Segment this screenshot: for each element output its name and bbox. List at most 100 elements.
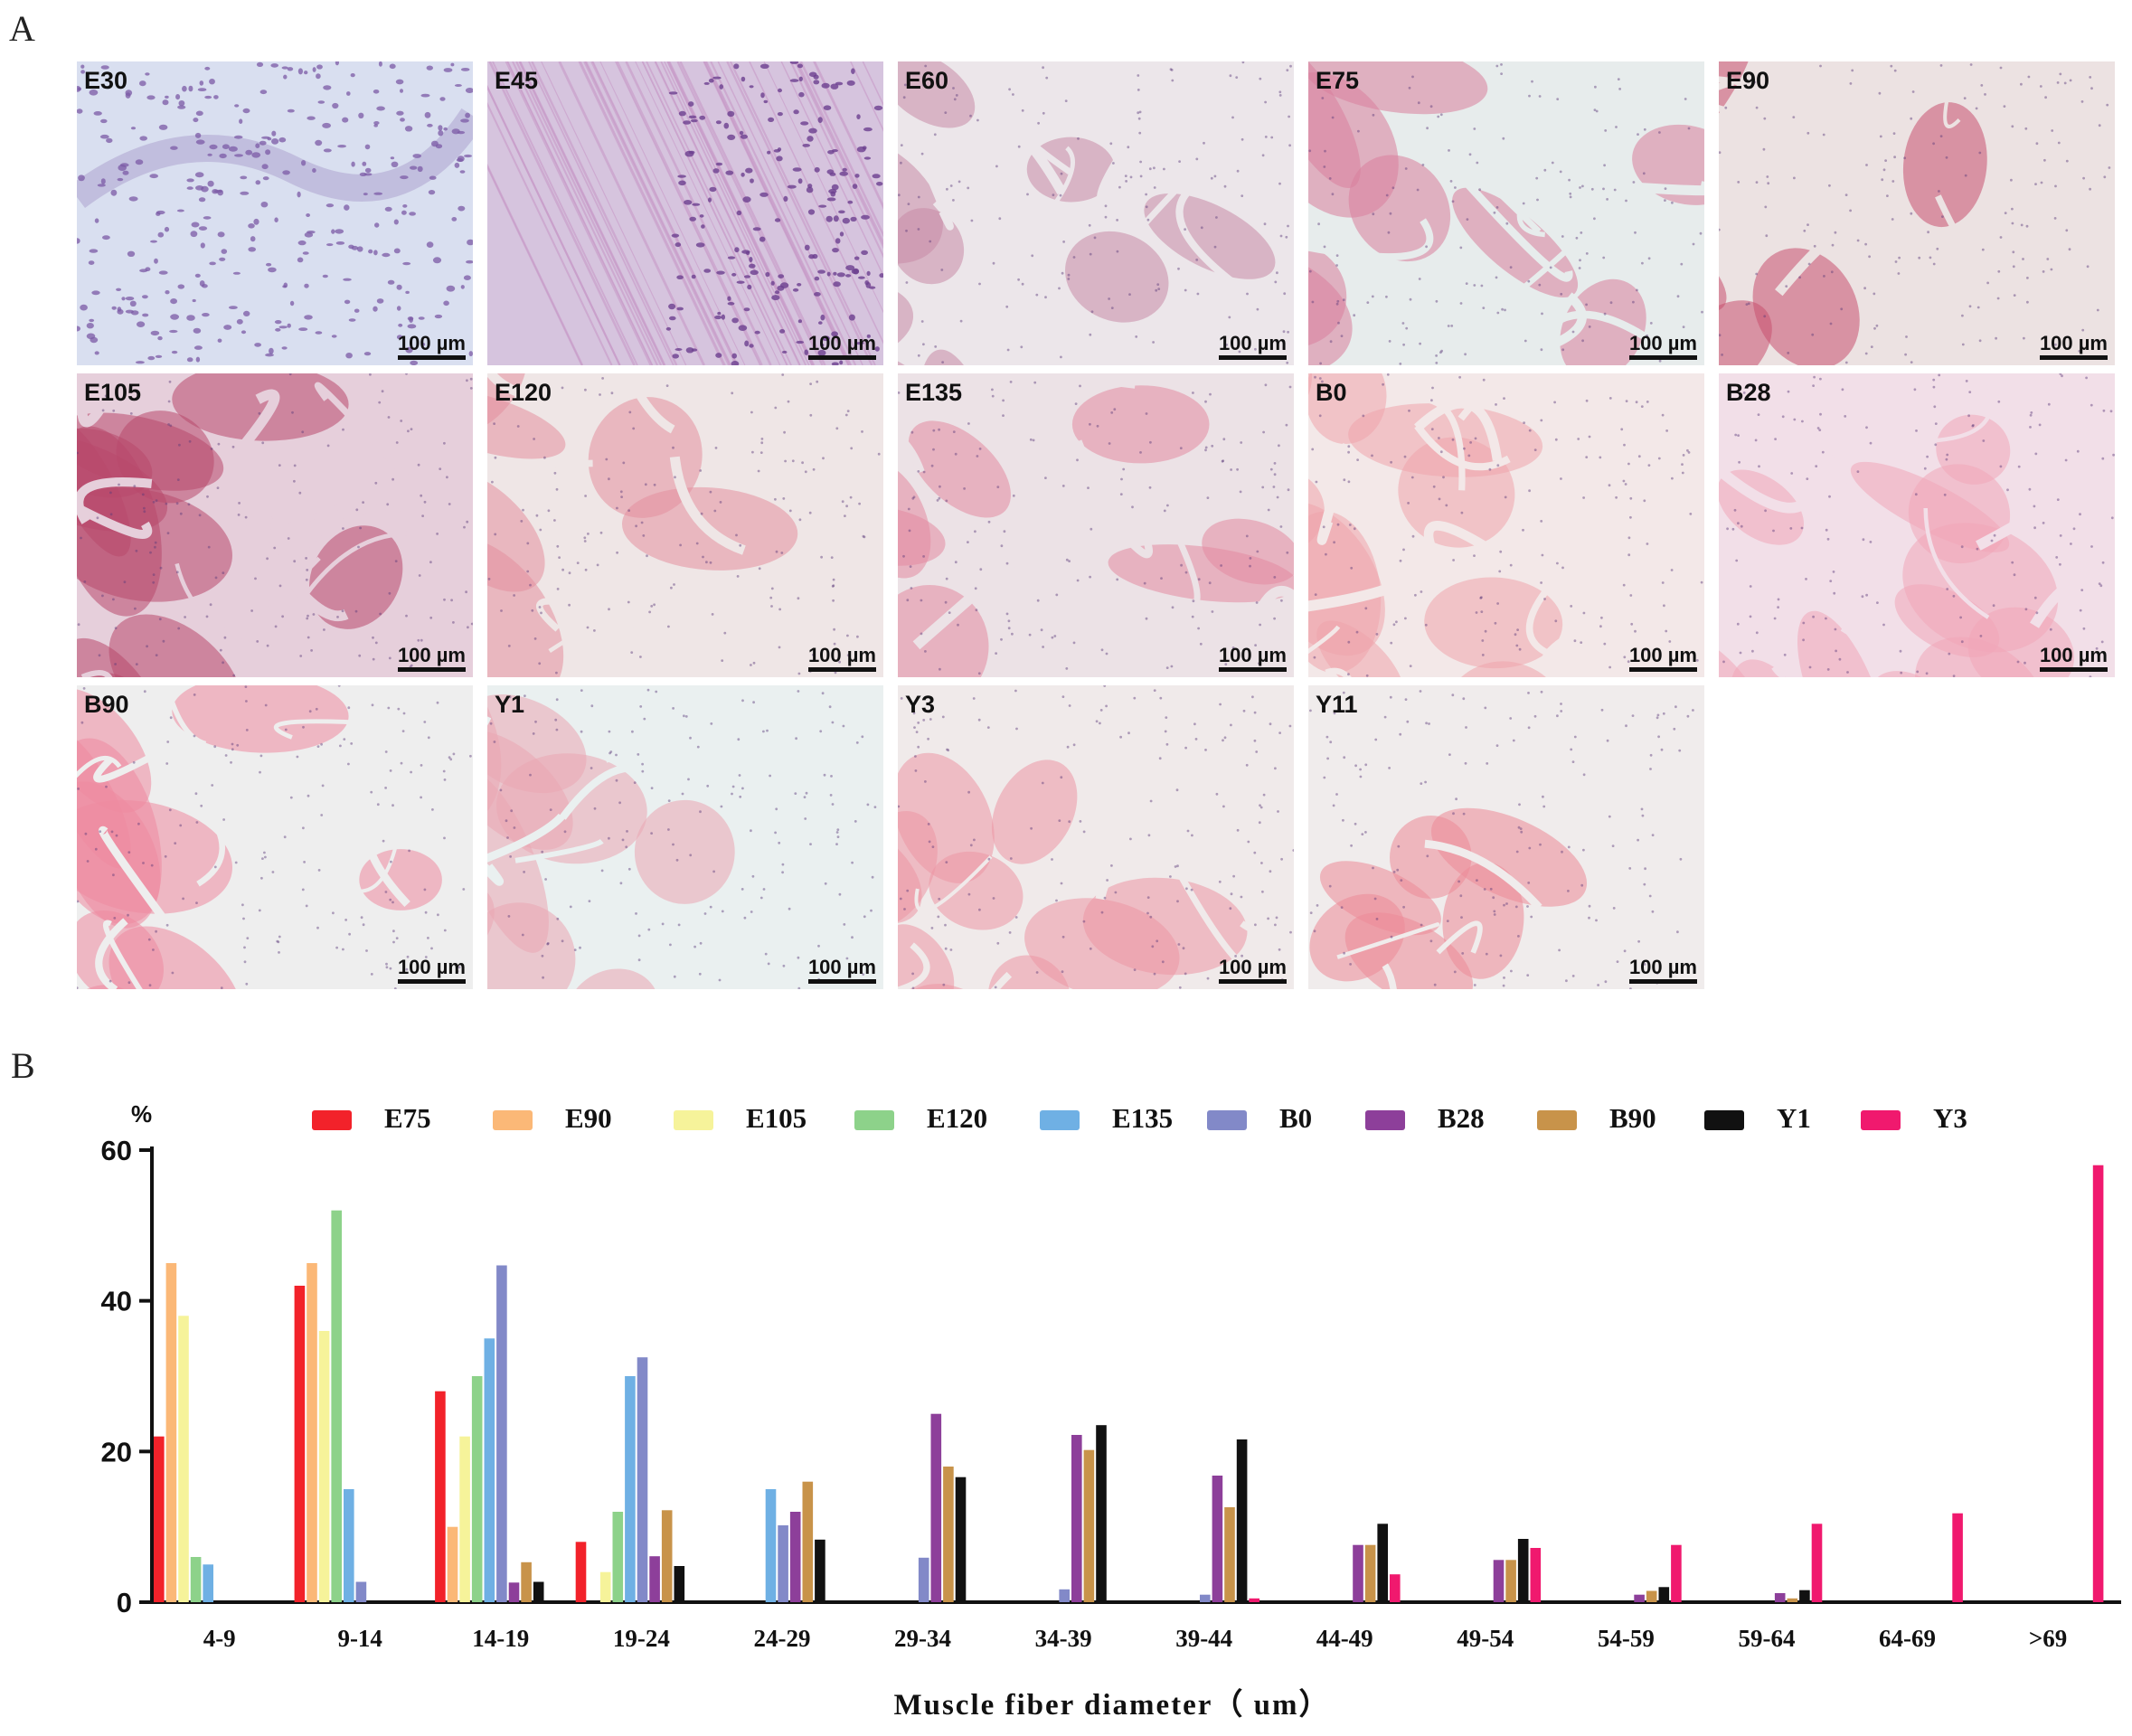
bar-Y1-39-44 (1236, 1439, 1248, 1602)
micrograph-tile: B0 100 µm (1308, 373, 1704, 677)
bar-B90-54-59 (1646, 1590, 1657, 1602)
micrograph-tile: B28 100 µm (1719, 373, 2115, 677)
micrograph-tile: Y11 100 µm (1308, 685, 1704, 989)
tissue-image (1308, 373, 1704, 677)
bar-Y3-59-64 (1811, 1524, 1823, 1602)
x-tick-label: 64-69 (1879, 1625, 1936, 1652)
bar-B28-24-29 (789, 1512, 801, 1602)
stage-label: B28 (1726, 379, 1771, 406)
x-tick-label: 14-19 (472, 1625, 529, 1652)
legend: E75 E90 E105 E120 E135 B0 B28 B90 Y1 Y3 (312, 1102, 1967, 1134)
bar-E120-19-24 (612, 1512, 624, 1602)
scale-bar-line (397, 979, 466, 984)
tissue-image (1308, 685, 1704, 989)
scale-bar: 100 µm (2039, 645, 2108, 672)
bar-E105-14-19 (459, 1436, 470, 1602)
bar-E75-4-9 (154, 1436, 165, 1602)
stage-label: Y3 (905, 691, 936, 718)
scale-bar-line (807, 355, 876, 360)
panel-a-letter: A (9, 8, 35, 49)
bar-B0-29-34 (918, 1557, 929, 1602)
x-tick-label: 9-14 (337, 1625, 382, 1652)
x-tick-label: 49-54 (1457, 1625, 1514, 1652)
legend-label-E120: E120 (927, 1102, 987, 1134)
bars (154, 1165, 2104, 1602)
legend-swatch-E120 (854, 1110, 894, 1130)
scale-bar: 100 µm (1628, 645, 1697, 672)
y-axis-unit: % (131, 1100, 152, 1127)
stage-label: E135 (905, 379, 963, 406)
bar-B90-14-19 (521, 1561, 532, 1602)
scale-bar: 100 µm (1218, 333, 1287, 360)
tissue-image (487, 61, 883, 365)
x-tick-label: 39-44 (1175, 1625, 1232, 1652)
scale-bar-label: 100 µm (397, 644, 466, 666)
scale-bar-line (2039, 355, 2108, 360)
scale-bar-line (807, 667, 876, 672)
bar-Y1-49-54 (1517, 1539, 1529, 1602)
diameter-histogram: B % E75 E90 E105 E120 E135 B0 B28 B90 Y1 Y3 0 20 40… (11, 1045, 2121, 1722)
y-tick-label: 60 (101, 1135, 132, 1166)
bar-E120-4-9 (190, 1557, 202, 1602)
x-tick-label: 54-59 (1598, 1625, 1655, 1652)
scale-bar-label: 100 µm (1218, 956, 1287, 978)
x-tick-label: >69 (2029, 1625, 2067, 1652)
scale-bar-line (1628, 355, 1697, 360)
bar-B28-59-64 (1774, 1593, 1786, 1602)
bar-B28-19-24 (649, 1556, 660, 1602)
scale-bar: 100 µm (397, 333, 466, 360)
bar-E90-14-19 (447, 1526, 458, 1602)
legend-label-B90: B90 (1609, 1102, 1656, 1134)
stage-label: E60 (905, 67, 949, 94)
bar-E105-4-9 (178, 1316, 189, 1602)
bar-Y3-64-69 (1952, 1513, 1963, 1602)
bar-B28-29-34 (930, 1413, 942, 1602)
micrograph-tile: B90 100 µm (77, 685, 473, 989)
x-axis-title: Muscle fiber diameter（ um） (893, 1688, 1330, 1722)
scale-bar: 100 µm (1218, 956, 1287, 984)
tissue-image (1719, 61, 2115, 365)
micrograph-tile: Y1 100 µm (487, 685, 883, 989)
stage-label: E75 (1316, 67, 1360, 94)
stage-label: E30 (84, 67, 128, 94)
scale-bar-line (1218, 667, 1287, 672)
bar-E105-9-14 (318, 1331, 330, 1602)
legend-swatch-E105 (674, 1110, 713, 1130)
micrograph-tile: Y3 100 µm (898, 685, 1294, 989)
x-tick-label: 29-34 (894, 1625, 951, 1652)
bar-B90-49-54 (1505, 1560, 1516, 1602)
scale-bar-line (397, 667, 466, 672)
tissue-image (898, 373, 1294, 677)
scale-bar: 100 µm (397, 644, 466, 672)
stage-label: E120 (495, 379, 552, 406)
legend-label-E135: E135 (1112, 1102, 1173, 1134)
scale-bar-label: 100 µm (1218, 644, 1287, 666)
bar-Y1-44-49 (1377, 1524, 1388, 1602)
scale-bar: 100 µm (1628, 957, 1697, 984)
micrograph-tile: E90 100 µm (1719, 61, 2115, 365)
bar-Y1-14-19 (533, 1581, 544, 1602)
x-tick-label: 34-39 (1035, 1625, 1092, 1652)
bar-Y1-19-24 (674, 1566, 685, 1602)
scale-bar-label: 100 µm (1628, 332, 1697, 354)
bar-B90-59-64 (1787, 1598, 1798, 1602)
stage-label: E90 (1726, 67, 1770, 94)
bar-B90-19-24 (661, 1510, 673, 1602)
tissue-image (77, 373, 473, 677)
stage-label: Y11 (1316, 691, 1358, 718)
legend-label-B0: B0 (1279, 1102, 1312, 1134)
bar-E75-19-24 (575, 1542, 587, 1602)
bar-E135-4-9 (203, 1564, 213, 1602)
bar-Y1-54-59 (1658, 1587, 1670, 1602)
legend-label-E105: E105 (746, 1102, 807, 1134)
scale-bar-line (1218, 355, 1287, 360)
y-tick-label: 0 (117, 1587, 132, 1618)
x-tick-label: 24-29 (754, 1625, 811, 1652)
bar-E90-9-14 (307, 1263, 317, 1602)
stage-label: E45 (495, 67, 539, 94)
bar-B0-24-29 (778, 1525, 788, 1602)
bar-B90-29-34 (943, 1467, 954, 1602)
bar-B28-14-19 (508, 1582, 520, 1602)
x-tick-label: 4-9 (203, 1625, 236, 1652)
bar-E135-19-24 (625, 1376, 636, 1602)
